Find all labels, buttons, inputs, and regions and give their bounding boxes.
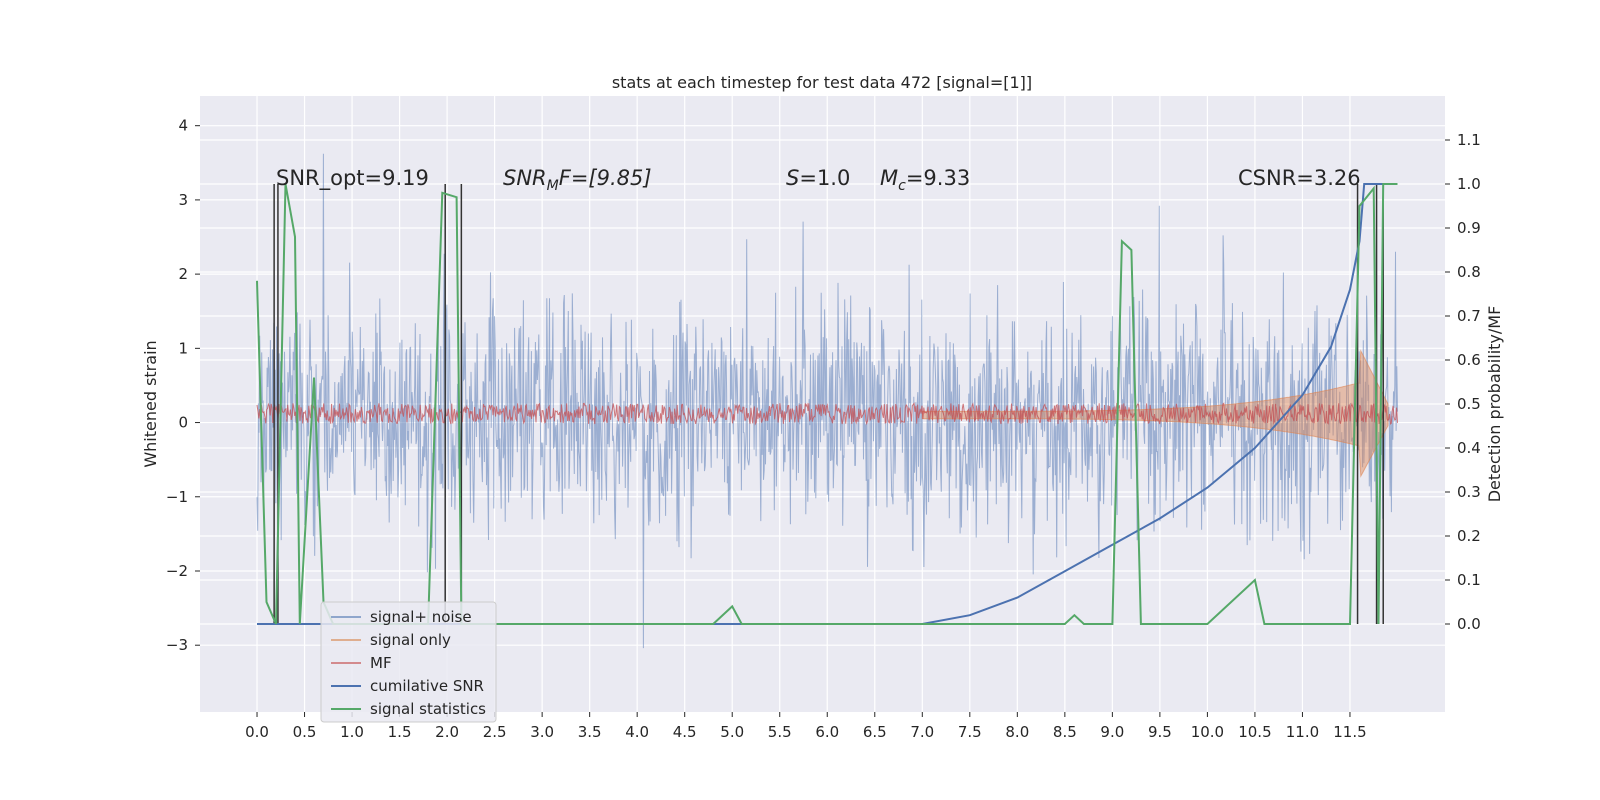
annotation-csnr: CSNR=3.26 <box>1238 166 1361 190</box>
x-tick-label: 2.5 <box>483 723 507 741</box>
y-tick-label: 0 <box>178 414 188 432</box>
x-tick-label: 0.0 <box>245 723 269 741</box>
x-tick-label: 8.5 <box>1053 723 1077 741</box>
x-tick-label: 0.5 <box>293 723 317 741</box>
legend-label-2: MF <box>370 654 392 672</box>
x-tick-label: 9.5 <box>1148 723 1172 741</box>
y2-tick-label: 0.6 <box>1457 351 1481 369</box>
legend-box <box>320 601 497 723</box>
y2-axis: 1.1 1.0 0.9 0.8 0.7 0.6 0.5 0.4 0.3 0.2 0.1 0.0 <box>1445 131 1481 633</box>
x-axis: 0.0 0.5 1.0 1.5 2.0 2.5 3.0 3.5 4.0 4.5 5.0 5.5 6.0 6… <box>245 712 1367 741</box>
x-tick-label: 7.0 <box>910 723 934 741</box>
x-tick-label: 10.0 <box>1191 723 1224 741</box>
x-tick-label: 4.5 <box>673 723 697 741</box>
annotations: SNR_opt=9.19 SNRMF=[9.85] S=1.0 Mc=9.33 … <box>276 166 1361 194</box>
chart-title: stats at each timestep for test data 472… <box>612 73 1032 92</box>
x-tick-label: 11.0 <box>1286 723 1319 741</box>
y2-tick-label: 0.2 <box>1457 527 1481 545</box>
x-tick-label: 1.0 <box>340 723 364 741</box>
x-tick-label: 5.5 <box>768 723 792 741</box>
y2-tick-label: 1.1 <box>1457 131 1481 149</box>
series-signal-statistics <box>256 183 1398 625</box>
y-tick-label: 2 <box>178 265 188 283</box>
x-tick-label: 3.5 <box>578 723 602 741</box>
y-axis: 4 3 2 1 0 −1 −2 −3 <box>166 117 200 654</box>
y-tick-label: 1 <box>178 339 188 357</box>
mc-var: M <box>880 166 898 190</box>
x-tick-label: 3.0 <box>530 723 554 741</box>
mc-val: =9.33 <box>906 166 970 190</box>
x-tick-label: 7.5 <box>958 723 982 741</box>
snr-mf-main: SNR <box>503 166 547 190</box>
x-tick-label: 11.5 <box>1333 723 1366 741</box>
x-tick-label: 4.0 <box>625 723 649 741</box>
snr-mf-rest: F=[9.85] <box>559 166 652 190</box>
annotation-snr-opt: SNR_opt=9.19 <box>276 166 429 191</box>
x-tick-label: 9.0 <box>1100 723 1124 741</box>
annotation-s: S=1.0 <box>786 166 850 190</box>
y2-tick-label: 0.8 <box>1457 263 1481 281</box>
legend-label-4: signal statistics <box>370 700 486 718</box>
x-tick-label: 6.0 <box>815 723 839 741</box>
series-layer <box>256 153 1398 649</box>
legend-label-1: signal only <box>370 631 451 649</box>
series-cumulative-snr <box>257 183 1398 625</box>
y2-tick-label: 0.3 <box>1457 483 1481 501</box>
y-tick-label: −2 <box>166 562 188 580</box>
legend: signal+ noise signal only MF cumilative … <box>320 601 497 723</box>
y2-axis-label: Detection probability/MF <box>1485 306 1504 503</box>
s-val: =1.0 <box>799 166 850 190</box>
y2-tick-label: 0.1 <box>1457 571 1481 589</box>
x-tick-label: 6.5 <box>863 723 887 741</box>
y2-tick-label: 0.7 <box>1457 307 1481 325</box>
y2-tick-label: 1.0 <box>1457 175 1481 193</box>
y-tick-label: 4 <box>178 117 188 135</box>
x-tick-label: 2.0 <box>435 723 459 741</box>
y-tick-label: −1 <box>166 488 188 506</box>
y-axis-label: Whitened strain <box>141 340 160 467</box>
legend-label-3: cumilative SNR <box>370 677 484 695</box>
y2-tick-label: 0.9 <box>1457 219 1481 237</box>
x-tick-label: 1.5 <box>388 723 412 741</box>
s-var: S <box>786 166 799 190</box>
y-tick-label: −3 <box>166 636 188 654</box>
annotation-snr-mf: SNRMF=[9.85] <box>503 166 652 194</box>
mc-sub: c <box>898 178 906 194</box>
series-mf <box>256 402 1398 426</box>
series-signal-noise <box>256 153 1398 649</box>
x-tick-label: 8.0 <box>1005 723 1029 741</box>
y2-tick-label: 0.4 <box>1457 439 1481 457</box>
annotation-mc: Mc=9.33 <box>880 166 970 194</box>
y2-tick-label: 0.5 <box>1457 395 1481 413</box>
y-tick-label: 3 <box>178 191 188 209</box>
x-tick-label: 5.0 <box>720 723 744 741</box>
x-tick-label: 10.5 <box>1238 723 1271 741</box>
y2-tick-label: 0.0 <box>1457 615 1481 633</box>
legend-label-0: signal+ noise <box>370 608 472 626</box>
snr-mf-sub: M <box>547 178 559 194</box>
